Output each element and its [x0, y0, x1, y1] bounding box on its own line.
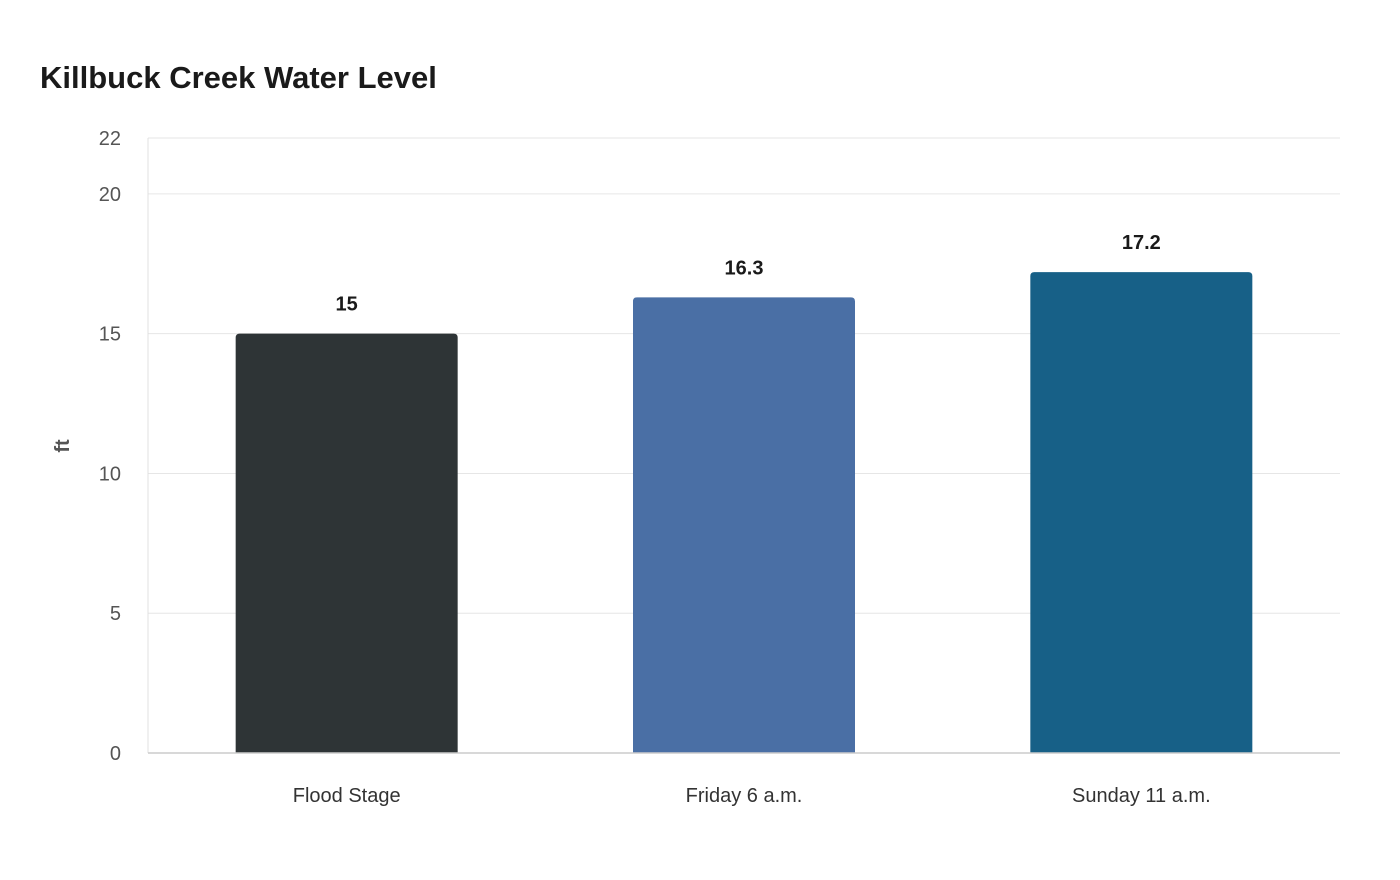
- data-label: 15: [336, 294, 358, 316]
- bar: [1030, 272, 1253, 753]
- x-tick-label: Friday 6 a.m.: [686, 785, 803, 807]
- y-axis-label: ft: [52, 439, 74, 453]
- y-tick-label: 5: [110, 603, 121, 625]
- bar: [235, 333, 458, 753]
- y-tick-label: 0: [110, 743, 121, 765]
- y-tick-label: 22: [99, 128, 121, 150]
- data-label: 16.3: [725, 257, 764, 279]
- y-tick-label: 15: [99, 324, 121, 346]
- x-tick-label: Sunday 11 a.m.: [1072, 785, 1211, 807]
- chart-title: Killbuck Creek Water Level: [40, 60, 437, 95]
- y-tick-label: 20: [99, 184, 121, 206]
- data-label: 17.2: [1122, 232, 1161, 254]
- x-tick-label: Flood Stage: [293, 785, 401, 807]
- y-tick-label: 10: [99, 463, 121, 485]
- bar: [633, 297, 855, 753]
